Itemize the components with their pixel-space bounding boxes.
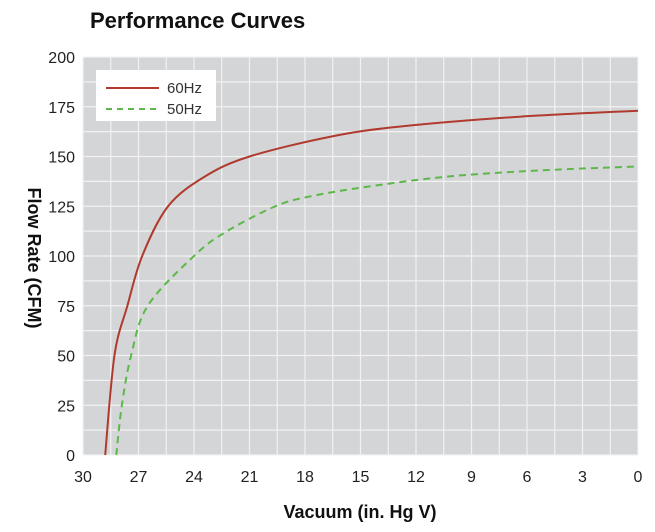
x-tick-label: 6 xyxy=(523,469,532,486)
legend-label-60hz: 60Hz xyxy=(167,80,202,97)
y-tick-label: 175 xyxy=(48,100,75,117)
legend-label-50hz: 50Hz xyxy=(167,101,202,118)
x-tick-label: 12 xyxy=(407,469,425,486)
y-tick-label: 200 xyxy=(48,50,75,67)
x-tick-label: 0 xyxy=(634,469,643,486)
x-tick-label: 21 xyxy=(241,469,259,486)
x-tick-label: 9 xyxy=(467,469,476,486)
legend-box xyxy=(96,70,216,121)
x-tick-label: 30 xyxy=(74,469,92,486)
y-axis-label: Flow Rate (CFM) xyxy=(24,188,44,329)
y-tick-label: 0 xyxy=(66,448,75,465)
x-tick-label: 3 xyxy=(578,469,587,486)
y-tick-label: 150 xyxy=(48,150,75,167)
x-tick-label: 24 xyxy=(185,469,203,486)
y-tick-label: 25 xyxy=(57,398,75,415)
y-tick-label: 100 xyxy=(48,249,75,266)
series-line-50hz xyxy=(115,165,639,456)
y-tick-label: 75 xyxy=(57,299,75,316)
x-axis-label: Vacuum (in. Hg V) xyxy=(283,502,436,522)
y-tick-label: 125 xyxy=(48,199,75,216)
x-tick-label: 18 xyxy=(296,469,314,486)
series-line-60hz xyxy=(104,109,639,456)
x-tick-label: 15 xyxy=(352,469,370,486)
legend: 60Hz 50Hz xyxy=(96,70,216,121)
x-tick-label: 27 xyxy=(130,469,148,486)
y-tick-label: 50 xyxy=(57,349,75,366)
chart-title: Performance Curves xyxy=(90,8,305,33)
series-lines xyxy=(104,109,639,456)
